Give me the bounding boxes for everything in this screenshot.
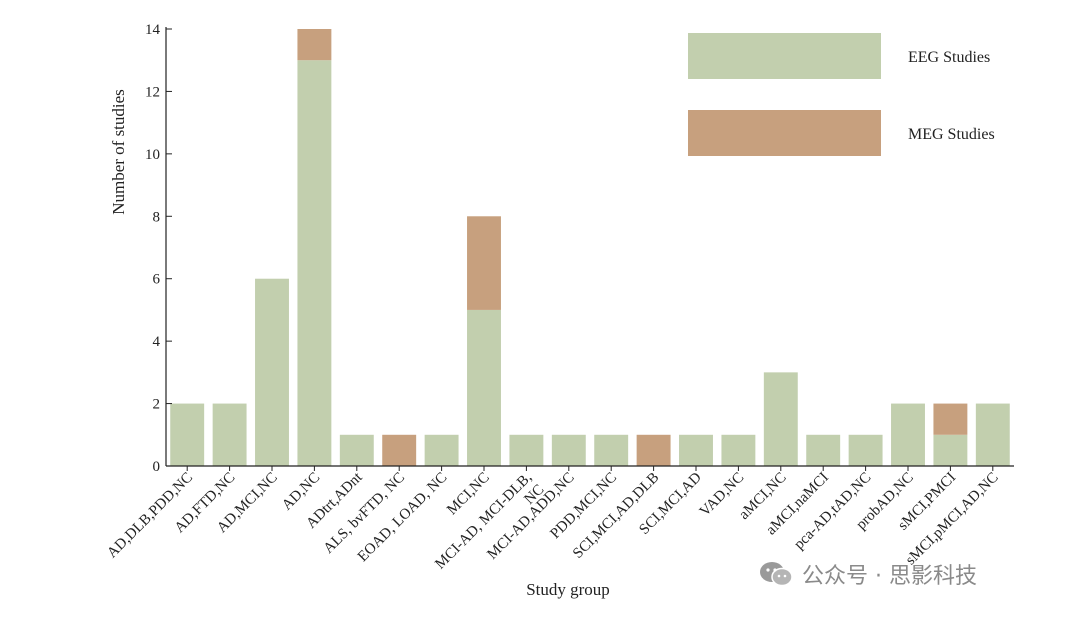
bar-eeg <box>509 434 544 466</box>
y-tick-label: 8 <box>153 209 161 225</box>
bar-meg <box>636 434 671 466</box>
bar-eeg <box>806 434 841 466</box>
bar-meg <box>933 403 968 435</box>
bar-eeg <box>848 434 883 466</box>
bar-eeg <box>467 309 501 466</box>
bar-eeg <box>424 434 459 466</box>
y-tick-label: 0 <box>153 459 161 475</box>
bar-eeg <box>170 403 205 466</box>
y-tick-label: 2 <box>153 397 161 413</box>
bar-eeg <box>891 403 925 466</box>
legend-label-meg: MEG Studies <box>908 126 995 143</box>
y-axis-title: Number of studies <box>109 89 128 215</box>
bar-meg <box>297 29 332 61</box>
y-tick-label: 6 <box>153 272 161 288</box>
watermark: 公众号 · 思影科技 <box>758 556 977 592</box>
bar-eeg <box>763 372 798 466</box>
y-tick-label: 14 <box>145 22 161 38</box>
axes: 02468101214AD,DLB,PDD,NCAD,FTD,NCAD,MCI,… <box>104 22 1014 572</box>
y-tick-label: 10 <box>145 147 160 163</box>
y-tick-label: 4 <box>153 334 161 350</box>
bar-eeg <box>212 403 247 466</box>
legend-swatch-meg <box>688 110 881 156</box>
bar-eeg <box>255 278 289 466</box>
bar-eeg <box>551 434 586 466</box>
bar-meg <box>467 216 501 310</box>
bar-eeg <box>975 403 1010 466</box>
bar-eeg <box>933 434 968 466</box>
wechat-icon <box>760 562 793 587</box>
bar-eeg <box>721 434 756 466</box>
x-axis-title: Study group <box>526 580 610 599</box>
bar-eeg <box>297 60 332 466</box>
legend-label-eeg: EEG Studies <box>908 49 990 66</box>
legend-swatch-eeg <box>688 33 881 79</box>
y-tick-label: 12 <box>145 84 160 100</box>
bar-meg <box>382 434 417 466</box>
bars <box>170 29 1010 466</box>
x-tick-label: pca-AD,tAD,NC <box>791 470 874 553</box>
bar-eeg <box>679 434 713 466</box>
bar-eeg <box>594 434 629 466</box>
legend: EEG Studies MEG Studies <box>688 33 995 156</box>
bar-eeg <box>339 434 374 466</box>
watermark-text: 公众号 · 思影科技 <box>802 564 977 589</box>
